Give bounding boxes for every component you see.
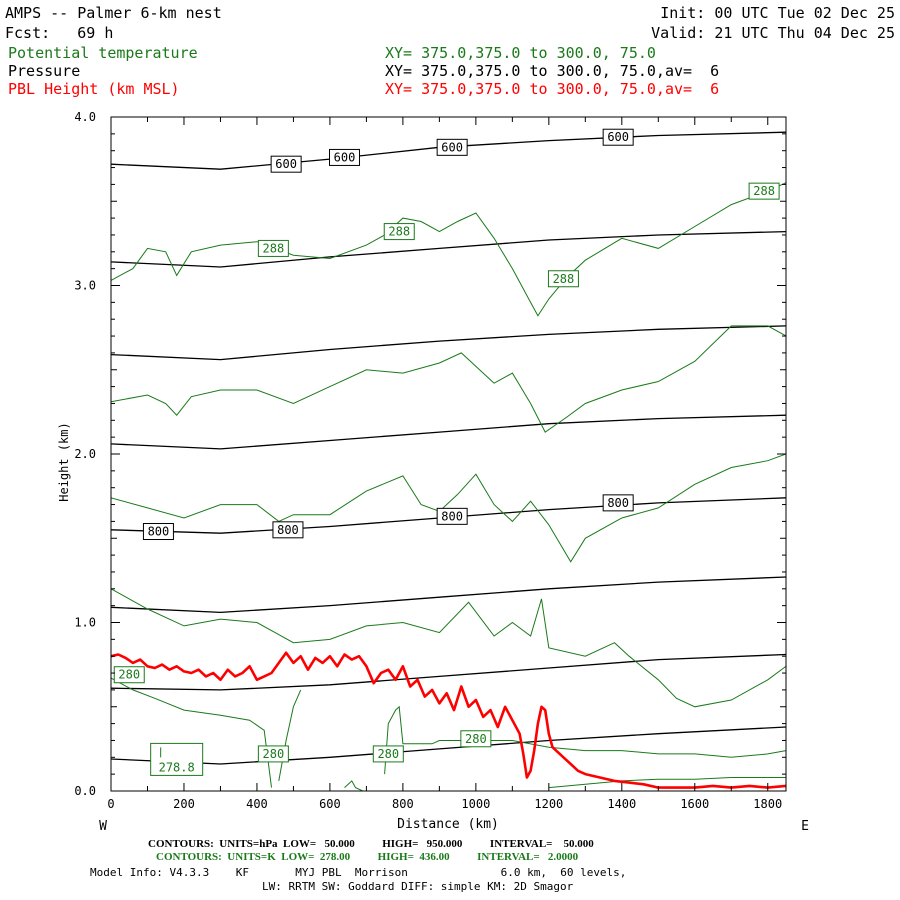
theta-contour-2 — [111, 453, 786, 563]
pressure-contour-label-box — [436, 507, 468, 525]
field-pressure-xy: XY= 375.0,375.0 to 300.0, 75.0,av= 6 — [385, 62, 720, 80]
x-tick-label: 1200 — [534, 797, 563, 811]
west-label: W — [99, 819, 107, 834]
x-tick-label: 1400 — [607, 797, 636, 811]
pressure-contour-label-box — [270, 155, 302, 173]
theta-contour-3 — [111, 588, 786, 708]
field-pbl-name: PBL Height (km MSL) — [8, 80, 180, 98]
pressure-contour-5 — [111, 576, 786, 614]
pressure-contour-label: 800 — [607, 496, 629, 510]
theta-contour-0 — [111, 182, 786, 317]
pressure-contour-label-box — [602, 128, 634, 146]
field-pressure-name: Pressure — [8, 62, 81, 80]
theta-contour-label-box — [460, 730, 492, 748]
x-tick-label: 1000 — [461, 797, 490, 811]
x-tick-label: 1600 — [680, 797, 709, 811]
pressure-contour-2 — [111, 325, 786, 361]
pressure-contour-3 — [111, 414, 786, 450]
chart-title: AMPS -- Palmer 6-km nest — [5, 4, 222, 22]
theta-low-contour-1 — [278, 689, 302, 781]
field-theta-xy: XY= 375.0,375.0 to 300.0, 75.0 — [385, 44, 656, 62]
pbl-height-line — [111, 651, 786, 789]
x-tick-label: 400 — [246, 797, 268, 811]
theta-contour-info: CONTOURS: UNITS=K LOW= 278.00 HIGH= 436.… — [156, 851, 579, 863]
model-info-physics: LW: RRTM SW: Goddard DIFF: simple KM: 2D… — [262, 880, 574, 893]
pressure-contour-label: 600 — [334, 150, 356, 164]
pressure-contour-info: CONTOURS: UNITS=hPa LOW= 50.000 HIGH= 95… — [148, 838, 594, 850]
y-tick-label: 0.0 — [74, 784, 96, 798]
forecast-hour: Fcst: 69 h — [5, 24, 114, 42]
theta-contour-label-box — [113, 666, 145, 684]
pressure-contour-6 — [111, 653, 786, 691]
theta-low-contour-4 — [548, 777, 786, 789]
x-tick-label: 800 — [392, 797, 414, 811]
pressure-contour-label-box — [272, 521, 304, 539]
theta-contour-label: 280 — [377, 747, 399, 761]
theta-contour-label: 288 — [553, 272, 575, 286]
theta-contour-label: 280 — [118, 668, 140, 682]
pressure-contour-label-box — [436, 138, 468, 156]
y-axis-label: Height (km) — [57, 422, 71, 501]
theta-low-contour-0 — [111, 677, 272, 788]
theta-contour-label: 280 — [263, 747, 285, 761]
theta-contour-label-box — [547, 270, 579, 288]
theta-contour-label-box — [383, 223, 415, 241]
theta-contour-label-box — [372, 745, 404, 763]
y-tick-label: 2.0 — [74, 447, 96, 461]
y-tick-label: 1.0 — [74, 616, 96, 630]
pressure-contour-label: 800 — [441, 509, 463, 523]
x-tick-label: 1800 — [753, 797, 782, 811]
theta-contour-label-box — [257, 745, 289, 763]
pressure-contour-label: 800 — [277, 523, 299, 537]
theta-contour-label: 280 — [465, 732, 487, 746]
pressure-contour-label: 600 — [275, 157, 297, 171]
model-info: Model Info: V4.3.3 KF MYJ PBL Morrison 6… — [90, 866, 627, 879]
pressure-contour-7 — [111, 726, 786, 765]
x-axis-label: Distance (km) — [397, 817, 499, 832]
pressure-contour-label: 600 — [607, 130, 629, 144]
theta-contour-label: 288 — [753, 184, 775, 198]
theta-contour-label-box — [257, 239, 289, 257]
pressure-contour-1 — [111, 230, 786, 268]
x-tick-label: 600 — [319, 797, 341, 811]
field-pbl-xy: XY= 375.0,375.0 to 300.0, 75.0,av= 6 — [385, 80, 720, 98]
theta-min-label: 278.8 — [159, 760, 195, 774]
field-theta-name: Potential temperature — [8, 44, 198, 62]
y-tick-label: 3.0 — [74, 279, 96, 293]
theta-low-contour-2 — [344, 780, 364, 791]
pressure-contour-label: 800 — [148, 525, 170, 539]
theta-min-box — [150, 742, 204, 776]
pressure-contour-label-box — [602, 494, 634, 512]
valid-time: Valid: 21 UTC Thu 04 Dec 25 — [651, 24, 895, 42]
east-label: E — [801, 819, 809, 834]
pressure-contour-label: 600 — [441, 140, 463, 154]
x-tick-label: 200 — [173, 797, 195, 811]
theta-contour-label-box — [748, 182, 780, 200]
x-tick-label: 0 — [107, 797, 114, 811]
theta-contour-label: 288 — [263, 241, 285, 255]
theta-contour-1 — [111, 325, 786, 433]
theta-contour-label: 288 — [388, 225, 410, 239]
pressure-contour-label-box — [329, 148, 361, 166]
theta-low-contour-3 — [384, 705, 786, 775]
init-time: Init: 00 UTC Tue 02 Dec 25 — [660, 4, 895, 22]
y-tick-label: 4.0 — [74, 110, 96, 124]
pressure-contour-label-box — [142, 523, 174, 541]
